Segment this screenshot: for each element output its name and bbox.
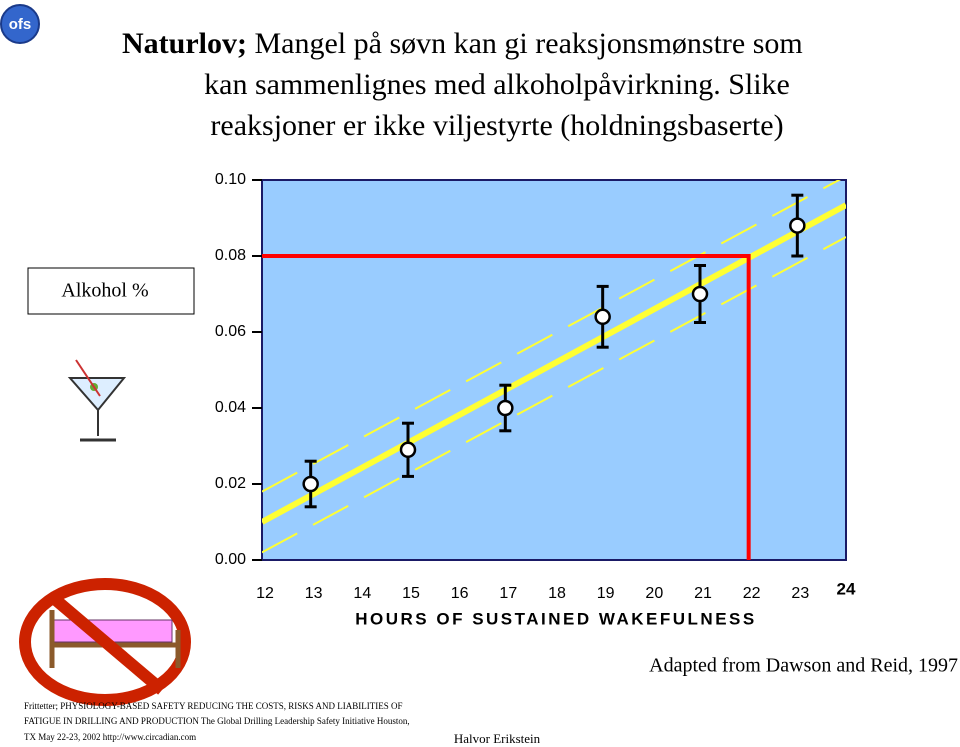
- data-point: [691, 285, 709, 303]
- data-point: [789, 217, 806, 234]
- footnote-line: FATIGUE IN DRILLING AND PRODUCTION The G…: [24, 716, 410, 726]
- x-tick-label: 19: [597, 585, 615, 602]
- confidence-band: [262, 180, 842, 493]
- x-tick-label: 17: [499, 585, 517, 602]
- chart: 0.00 0.02 0.04 0.06 0.08 0.10 12 13 14 15 16 17 18 19…: [215, 171, 856, 628]
- footnote-line: TX May 22-23, 2002 http://www.circadian.…: [24, 732, 196, 742]
- bed-blanket: [51, 619, 173, 643]
- data-point: [594, 308, 611, 326]
- x-tick-label: 23: [791, 585, 809, 602]
- y-tick-label: 0.00: [215, 551, 246, 568]
- x-tick-label: 13: [305, 585, 323, 602]
- title-line: Naturlov; Mangel på søvn kan gi reaksjon…: [122, 27, 803, 60]
- x-tick-label: 22: [743, 585, 761, 602]
- glass-bowl: [67, 377, 127, 412]
- x-tick-label: 21: [694, 585, 712, 602]
- title-line: kan sammenlignes med alkoholpåvirkning. …: [204, 68, 790, 101]
- x-tick-label: 14: [353, 585, 371, 602]
- source: Adapted from Dawson and Reid, 1997: [649, 655, 958, 677]
- y-tick-label: 0.08: [215, 247, 246, 264]
- title-line: reaksjoner er ikke viljestyrte (holdning…: [210, 109, 783, 142]
- data-point: [497, 399, 514, 417]
- y-tick-label: 0.02: [215, 475, 246, 492]
- x-tick-label: 20: [645, 585, 663, 602]
- y-label: Alkohol %: [61, 280, 148, 302]
- x-tick-label: 18: [548, 585, 566, 602]
- martini-icon: [67, 359, 127, 442]
- data-point: [399, 441, 417, 459]
- logo-badge: [0, 4, 40, 44]
- title-bold: Naturlov;: [122, 27, 247, 60]
- y-tick-label: 0.06: [215, 323, 246, 340]
- data-point: [302, 475, 319, 493]
- no-sleep-icon: [19, 578, 191, 706]
- y-tick-label: 0.10: [215, 171, 246, 188]
- y-label-box: [27, 267, 195, 315]
- x-tick-label: 16: [451, 585, 469, 602]
- x-tick-label: 15: [402, 585, 420, 602]
- author: Halvor Erikstein: [454, 731, 541, 746]
- x-axis-label: HOURS OF SUSTAINED WAKEFULNESS: [355, 609, 756, 628]
- footnote-line: Frittetter; PHYSIOLOGY-BASED SAFETY REDU…: [24, 701, 403, 711]
- y-tick-label: 0.04: [215, 399, 246, 416]
- title-rest: Mangel på søvn kan gi reaksjonsmønstre s…: [247, 27, 803, 60]
- x-tick-label: 12: [256, 585, 274, 602]
- plot-area: [261, 179, 847, 561]
- sign-bar: [46, 590, 166, 695]
- logo-text: ofs: [9, 16, 32, 33]
- x-tick-label: 24: [837, 579, 856, 598]
- toothpick: [75, 359, 101, 397]
